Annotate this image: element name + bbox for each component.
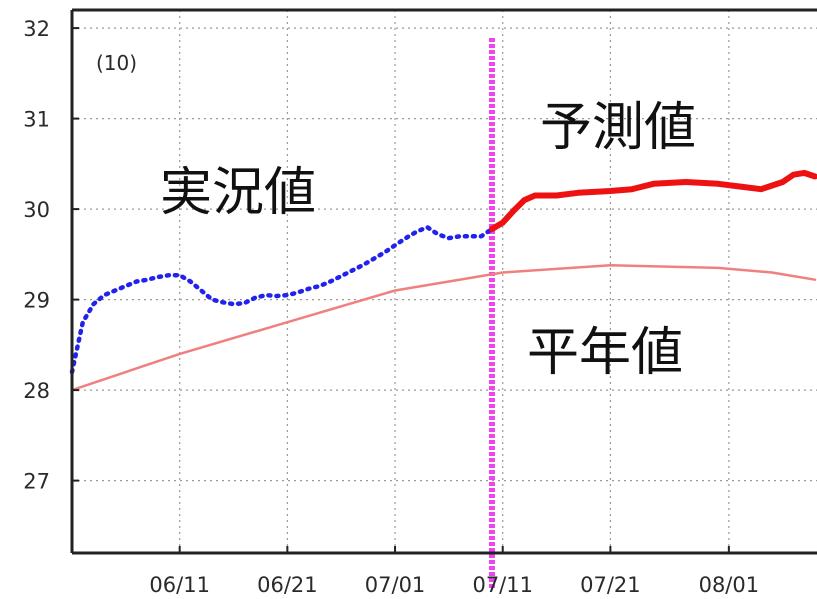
observed-annotation: 実況値 [160,163,316,223]
observed-series-line [69,224,495,375]
y-tick-label: 30 [23,198,50,222]
forecast-series-line [489,169,817,232]
y-tick-label: 31 [23,108,50,132]
axes [70,8,817,555]
normal-series-line [70,263,817,392]
x-tick-label: 07/11 [472,573,533,597]
tick-labels: 27 28 29 30 31 32 06/11 06/21 07/01 07/11 07/21 08/… [23,17,759,597]
y-tick-label: 28 [23,379,50,403]
series-layer [69,38,817,590]
normal-annotation: 平年値 [527,323,683,383]
x-tick-label: 06/21 [257,573,318,597]
y-tick-label: 27 [23,470,50,494]
y-tick-label: 32 [23,17,50,41]
forecast-annotation: 予測値 [540,98,696,158]
x-tick-label: 07/01 [365,573,426,597]
x-tick-label: 06/11 [149,573,210,597]
x-tick-label: 08/01 [699,573,760,597]
x-tick-label: 07/21 [580,573,641,597]
y-tick-label: 29 [23,289,50,313]
grid-lines [72,10,817,553]
panel-label: (10) [96,51,137,75]
